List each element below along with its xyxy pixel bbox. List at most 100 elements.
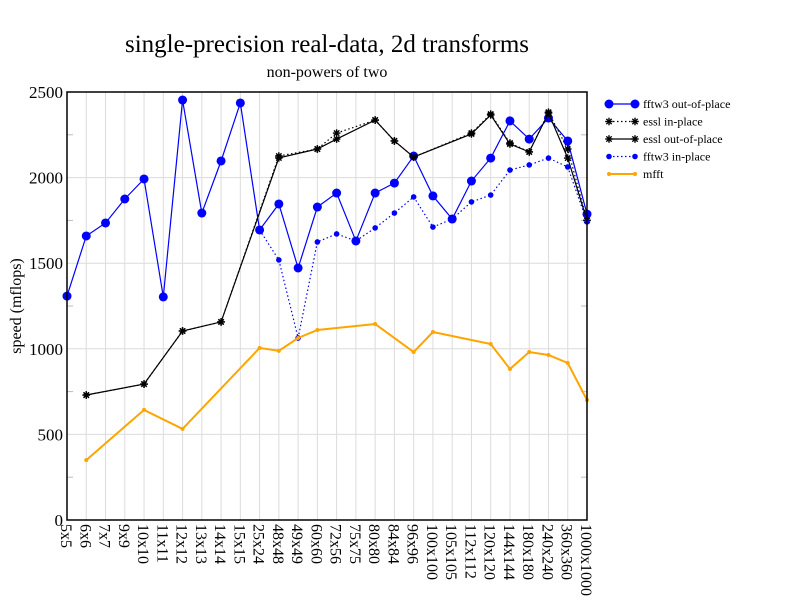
star-stroke bbox=[410, 153, 417, 161]
data-point bbox=[565, 361, 570, 366]
star-stroke bbox=[545, 109, 552, 117]
legend-item: fftw3 in-place bbox=[606, 150, 710, 164]
data-point bbox=[527, 350, 532, 355]
data-point bbox=[312, 202, 322, 212]
data-point bbox=[486, 153, 496, 163]
data-point bbox=[391, 210, 398, 216]
grid bbox=[66, 91, 588, 521]
x-tick-label: 100x100 bbox=[423, 524, 440, 580]
star-stroke bbox=[140, 380, 148, 388]
star-stroke bbox=[506, 140, 514, 148]
data-point bbox=[276, 257, 282, 263]
series-essl-out-of-place bbox=[82, 109, 591, 399]
x-tick-label: 13x13 bbox=[192, 524, 209, 564]
data-point bbox=[82, 391, 91, 399]
data-point bbox=[370, 188, 380, 198]
plot-frame bbox=[66, 91, 588, 521]
data-point bbox=[526, 162, 533, 168]
series-line bbox=[85, 322, 588, 461]
data-point bbox=[140, 380, 148, 388]
data-point bbox=[486, 111, 495, 119]
data-point bbox=[333, 231, 340, 237]
legend-marker bbox=[633, 172, 637, 176]
legend-item: mfft bbox=[607, 167, 664, 181]
series-group bbox=[62, 95, 592, 463]
y-tick-label: 1000 bbox=[29, 340, 63, 359]
star-stroke bbox=[487, 111, 494, 119]
legend-marker bbox=[605, 117, 613, 126]
star-stroke bbox=[631, 135, 639, 143]
series-fftw3-in-place bbox=[256, 155, 590, 341]
data-point bbox=[256, 227, 263, 233]
x-tick-label: 25x24 bbox=[250, 524, 267, 564]
x-tick-label: 11x11 bbox=[153, 524, 170, 563]
data-point bbox=[507, 367, 512, 372]
data-point bbox=[217, 318, 225, 326]
data-point bbox=[180, 426, 185, 431]
data-point bbox=[275, 154, 283, 162]
data-point bbox=[390, 137, 399, 145]
x-tick-label: 105x105 bbox=[442, 524, 459, 580]
data-point bbox=[525, 148, 534, 156]
data-point bbox=[81, 231, 91, 241]
x-tick-label: 180x180 bbox=[519, 524, 536, 580]
data-point bbox=[468, 199, 475, 205]
legend-label: mfft bbox=[643, 167, 664, 181]
data-point bbox=[467, 130, 476, 138]
x-axis-ticks: 5x5 6x6 7x7 9x9 10x10 11x11 12x12 13x13 14x14 15x… bbox=[57, 524, 594, 596]
x-tick-label: 1000x1000 bbox=[577, 524, 594, 596]
data-point bbox=[314, 239, 321, 245]
data-point bbox=[257, 345, 262, 350]
star-stroke bbox=[391, 137, 398, 145]
data-point bbox=[353, 238, 359, 244]
data-point bbox=[563, 136, 573, 146]
data-point bbox=[373, 321, 378, 326]
star-stroke bbox=[83, 391, 90, 399]
data-point bbox=[466, 176, 476, 186]
data-point bbox=[139, 174, 149, 184]
data-point bbox=[101, 218, 111, 228]
legend-item: essl out-of-place bbox=[605, 132, 723, 146]
star-stroke bbox=[333, 135, 340, 143]
x-tick-label: 10x10 bbox=[134, 524, 151, 564]
star-stroke bbox=[333, 129, 340, 137]
x-tick-label: 360x360 bbox=[558, 524, 575, 580]
y-tick-label: 500 bbox=[38, 425, 64, 444]
data-point bbox=[372, 225, 378, 231]
legend-marker bbox=[631, 135, 639, 143]
data-point bbox=[546, 352, 551, 357]
star-stroke bbox=[605, 135, 613, 143]
data-point bbox=[235, 98, 245, 108]
data-point bbox=[563, 154, 572, 162]
legend: fftw3 out-of-place essl in-place essl out-… bbox=[604, 97, 730, 181]
series-line bbox=[259, 157, 588, 339]
x-tick-label: 84x84 bbox=[384, 524, 401, 564]
data-point bbox=[545, 155, 552, 161]
data-point bbox=[524, 134, 534, 144]
data-point bbox=[389, 178, 399, 188]
x-tick-label: 9x9 bbox=[115, 524, 132, 548]
data-point bbox=[505, 116, 515, 126]
x-tick-label: 7x7 bbox=[96, 524, 113, 548]
data-point bbox=[544, 109, 553, 117]
data-point bbox=[507, 167, 513, 173]
data-point bbox=[296, 336, 301, 341]
legend-label: essl in-place bbox=[643, 115, 703, 129]
x-tick-label: 6x6 bbox=[76, 524, 93, 548]
x-tick-label: 144x144 bbox=[500, 524, 517, 580]
data-point bbox=[274, 199, 284, 209]
data-point bbox=[488, 342, 493, 347]
x-tick-label: 80x80 bbox=[365, 524, 382, 564]
data-point bbox=[120, 194, 130, 204]
x-tick-label: 75x75 bbox=[346, 524, 363, 564]
series-mfft bbox=[84, 321, 589, 463]
star-stroke bbox=[605, 118, 613, 125]
legend-label: essl out-of-place bbox=[643, 132, 723, 146]
legend-label: fftw3 in-place bbox=[643, 150, 710, 164]
legend-item: essl in-place bbox=[605, 115, 703, 129]
data-point bbox=[564, 164, 571, 170]
star-stroke bbox=[179, 327, 186, 335]
data-point bbox=[178, 95, 188, 105]
star-stroke bbox=[275, 154, 283, 162]
y-tick-label: 2000 bbox=[29, 169, 63, 188]
